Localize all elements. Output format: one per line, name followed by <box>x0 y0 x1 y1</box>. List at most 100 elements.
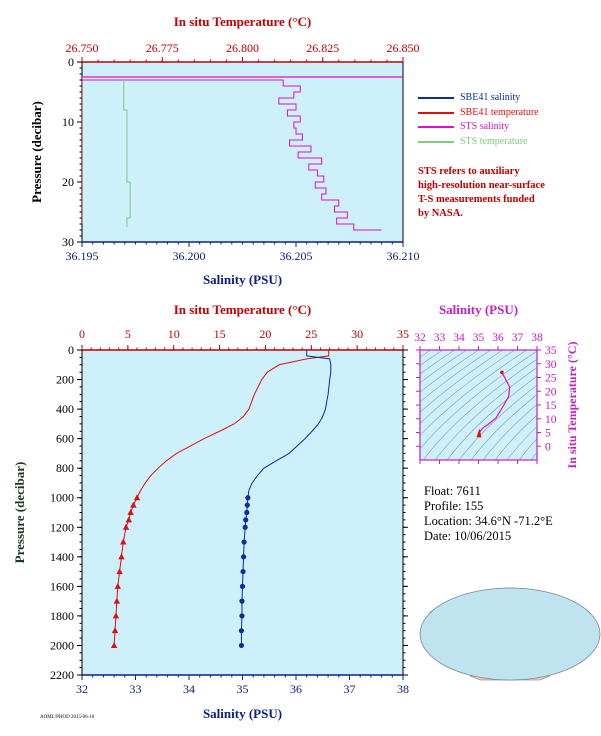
plot1-bottom-tick-label: 36.210 <box>387 249 420 263</box>
ts-density-contour <box>420 350 537 450</box>
plot2-left-tick-label: 1200 <box>50 520 74 534</box>
ts-y-tick-label: 0 <box>545 441 551 453</box>
plot1-top-tick-label: 26.850 <box>387 41 420 55</box>
float-id: Float: 7611 <box>424 484 481 498</box>
sts-salinity-line <box>82 77 382 231</box>
legend-label-sbe41-salinity: SBE41 salinity <box>460 92 521 103</box>
ts-density-contour <box>446 375 537 460</box>
plot1-y-axis-label: Pressure (decibar) <box>29 101 44 203</box>
plot1-series <box>82 76 403 231</box>
location: Location: 34.6°N -71.2°E <box>424 514 553 528</box>
ts-surface-point <box>500 370 504 375</box>
ts-density-contour <box>420 350 444 366</box>
float-info: Float: 7611 Profile: 155 Location: 34.6°… <box>424 484 553 544</box>
legend-swatch-sbe41-salinity <box>418 97 454 100</box>
profile-number: Profile: 155 <box>424 499 484 513</box>
temperature-marker <box>110 641 118 648</box>
ts-x-axis-label: Salinity (PSU) <box>439 302 518 317</box>
ts-y-tick-label: 5 <box>545 428 551 440</box>
ts-density-contour <box>434 367 537 460</box>
sts-note: STS refers to auxiliary high-resolution … <box>418 165 545 221</box>
sts-note-line: T-S measurements funded <box>418 194 535 205</box>
sts-note-line: high-resolution near-surface <box>418 180 545 191</box>
sts-note-line: STS refers to auxiliary <box>418 166 520 177</box>
plot2-y-axis-label: Pressure (decibar) <box>12 462 27 564</box>
plot2-bottom-tick-label: 36 <box>290 682 302 696</box>
ts-x-tick-label: 38 <box>531 332 543 344</box>
ts-y-tick-label: 10 <box>545 414 557 426</box>
ts-density-contour <box>518 438 537 460</box>
salinity-marker <box>239 583 246 589</box>
plot1-bottom-tick-label: 36.200 <box>173 249 206 263</box>
ts-density-contour <box>458 384 537 460</box>
salinity-marker <box>244 509 250 516</box>
salinity-marker <box>243 517 249 523</box>
ts-y-tick-label: 35 <box>545 345 557 357</box>
ts-density-contour <box>420 350 480 393</box>
ts-density-contour <box>470 394 537 460</box>
plot1-bottom-tick-label: 36.205 <box>280 249 313 263</box>
ts-y-tick-label: 20 <box>545 386 557 398</box>
ts-density-contour <box>482 404 537 460</box>
plot2-left-tick-label: 400 <box>56 402 74 416</box>
plot1-top-tick-label: 26.825 <box>306 41 339 55</box>
plot2-top-tick-label: 15 <box>214 327 226 341</box>
sts-temperature-line <box>123 80 131 227</box>
salinity-marker <box>240 568 246 575</box>
plot2-left-tick-label: 800 <box>56 461 74 475</box>
ts-x-tick-label: 36 <box>492 332 504 344</box>
legend-label-sts-temperature: STS temperature <box>460 135 528 147</box>
ts-x-tick-label: 33 <box>434 332 446 344</box>
ts-x-tick-label: 37 <box>512 332 524 344</box>
ts-density-contour <box>422 358 537 460</box>
temperature-marker <box>114 582 121 589</box>
plot2-left-tick-label: 2200 <box>50 668 74 682</box>
ts-y-tick-label: 30 <box>545 359 557 371</box>
ts-density-contours <box>420 350 537 460</box>
salinity-marker <box>239 613 245 619</box>
plot1-top-axis-label: In situ Temperature (°C) <box>174 14 312 29</box>
ts-density-contour <box>420 350 456 375</box>
plot2-top-tick-label: 35 <box>397 327 409 341</box>
salinity-marker <box>242 524 248 530</box>
legend-item-sbe41-salinity: SBE41 salinity <box>418 91 539 106</box>
ts-density-contour <box>420 350 516 424</box>
temperature-marker <box>112 612 120 619</box>
plot2-left-tick-label: 1000 <box>50 491 74 505</box>
plot1-top-tick-label: 26.750 <box>66 41 99 55</box>
temperature-marker <box>133 494 141 501</box>
ts-x-tick-label: 32 <box>414 332 426 344</box>
salinity-marker <box>238 642 245 649</box>
legend-label-sbe41-temperature: SBE41 temperature <box>460 106 539 118</box>
plot2-top-tick-label: 5 <box>125 327 131 341</box>
plot2-bottom-tick-label: 35 <box>237 682 249 696</box>
plot2-bottom-tick-label: 37 <box>344 682 356 696</box>
legend-label-sts-salinity: STS salinity <box>460 121 510 132</box>
ts-x-tick-label: 35 <box>473 332 485 344</box>
plot2-left-tick-label: 1600 <box>50 579 74 593</box>
legend: SBE41 salinity SBE41 temperature STS sal… <box>418 91 539 149</box>
plot2-left-tick-label: 1800 <box>50 609 74 623</box>
plot2-left-tick-label: 200 <box>56 373 74 387</box>
salinity-marker <box>241 539 247 545</box>
ts-deep-cluster <box>476 428 482 438</box>
legend-swatch-sts-temperature <box>418 140 454 143</box>
plot2-left-tick-label: 0 <box>68 343 74 357</box>
plot2-top-tick-label: 25 <box>305 327 317 341</box>
legend-item-sbe41-temperature: SBE41 temperature <box>418 106 539 121</box>
plot2-bottom-tick-label: 32 <box>76 682 88 696</box>
plot2-left-tick-label: 2000 <box>50 638 74 652</box>
temperature-marker <box>127 509 134 515</box>
temperature-marker <box>111 627 119 634</box>
ts-density-contour <box>420 350 528 436</box>
legend-swatch-sbe41-temperature <box>418 111 454 114</box>
salinity-marker <box>240 554 247 560</box>
footer-text: AOML/PHOD 2015-06-10 <box>40 715 95 720</box>
plot2-top-tick-label: 0 <box>79 327 85 341</box>
plot2-left-tick-label: 600 <box>56 432 74 446</box>
plot1-left-tick-label: 20 <box>62 175 74 189</box>
plot2-top-tick-label: 30 <box>351 327 363 341</box>
temperature-marker <box>116 568 123 575</box>
ts-density-contour <box>420 350 492 403</box>
salinity-marker <box>238 628 245 634</box>
